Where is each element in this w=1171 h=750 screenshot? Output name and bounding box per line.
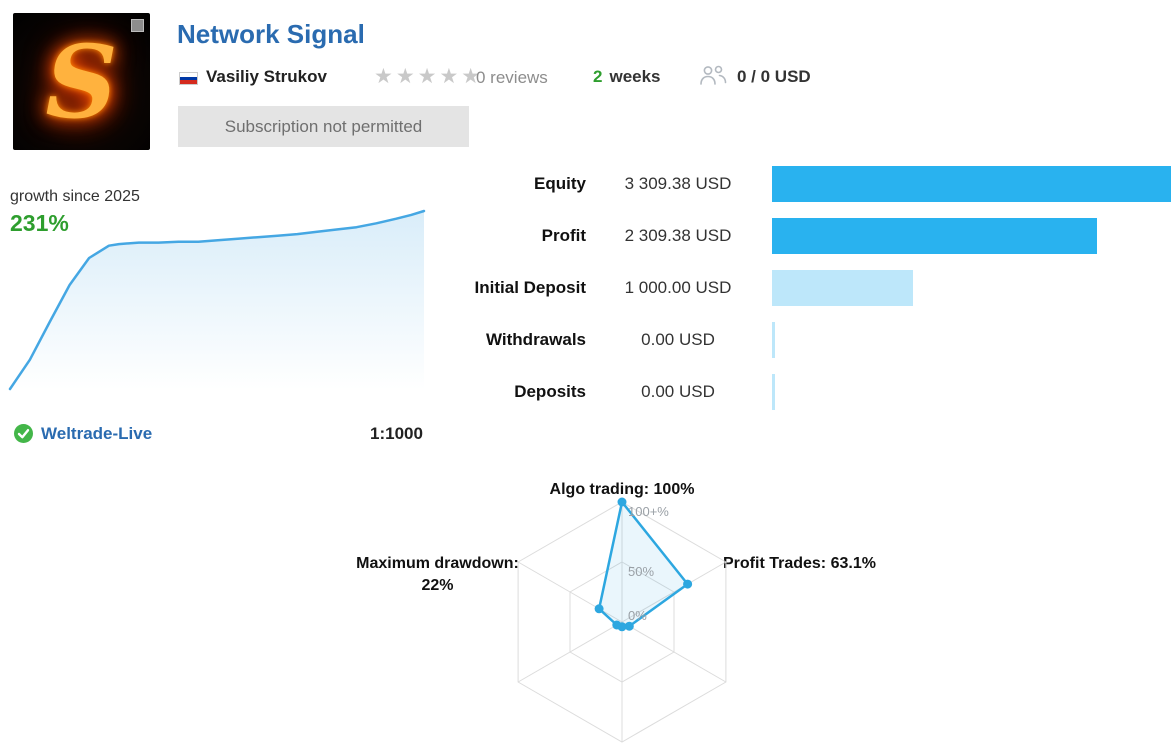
radar-label-algo-trading: Algo trading: 100% xyxy=(549,481,695,498)
radar-label-max-drawdown: Maximum drawdown: 22% xyxy=(356,555,519,594)
stat-value-withdrawals: 0.00 USD xyxy=(641,330,715,349)
avatar-badge-icon xyxy=(131,19,144,32)
svg-text:50%: 50% xyxy=(628,564,654,579)
stat-value-initial-deposit: 1 000.00 USD xyxy=(624,278,732,297)
growth-line xyxy=(8,209,426,391)
stat-value-deposits: 0.00 USD xyxy=(641,382,715,401)
radar-label-profit-trades: Profit Trades: 63.1% xyxy=(723,555,876,572)
verified-check-icon xyxy=(13,423,34,449)
subscription-notice: Subscription not permitted xyxy=(178,106,469,147)
rating-stars[interactable]: ★★★★★ xyxy=(374,65,484,88)
signal-age: 2 weeks xyxy=(593,67,661,87)
stat-bar-withdrawals xyxy=(772,322,1171,358)
avatar-flaming-s: S xyxy=(45,22,118,141)
reviews-link[interactable]: 0 reviews xyxy=(476,68,548,87)
subscribers-icon xyxy=(698,63,728,92)
broker-account-link[interactable]: Weltrade-Live xyxy=(41,424,153,443)
stat-label-equity: Equity xyxy=(534,174,586,193)
stat-bar-equity xyxy=(772,166,1171,202)
radar-chart: 100+% 50% 0% xyxy=(517,497,727,743)
stat-label-initial-deposit: Initial Deposit xyxy=(474,278,586,297)
growth-line-chart xyxy=(8,209,426,391)
svg-text:0%: 0% xyxy=(628,608,647,623)
russia-flag-icon xyxy=(179,72,198,85)
stat-label-deposits: Deposits xyxy=(514,382,586,401)
growth-percent-value: 231% xyxy=(10,210,69,236)
growth-since-label: growth since 2025 xyxy=(10,188,140,205)
subscribers-count: 0 / 0 USD xyxy=(737,67,811,86)
growth-area-fill xyxy=(10,211,424,390)
stat-bar-initial-deposit xyxy=(772,270,1171,306)
stat-value-profit: 2 309.38 USD xyxy=(624,226,732,245)
stat-value-equity: 3 309.38 USD xyxy=(624,174,732,193)
stat-label-withdrawals: Withdrawals xyxy=(486,330,586,349)
stat-bar-profit xyxy=(772,218,1171,254)
stat-label-profit: Profit xyxy=(541,226,586,245)
stat-bar-deposits xyxy=(772,374,1171,410)
svg-text:100+%: 100+% xyxy=(628,504,669,519)
signal-avatar: S xyxy=(13,13,150,150)
age-value: 2 xyxy=(593,67,603,86)
age-unit: weeks xyxy=(609,67,661,86)
author-link[interactable]: Vasiliy Strukov xyxy=(206,67,327,86)
leverage-value: 1:1000 xyxy=(370,424,423,443)
signal-title[interactable]: Network Signal xyxy=(177,19,365,49)
